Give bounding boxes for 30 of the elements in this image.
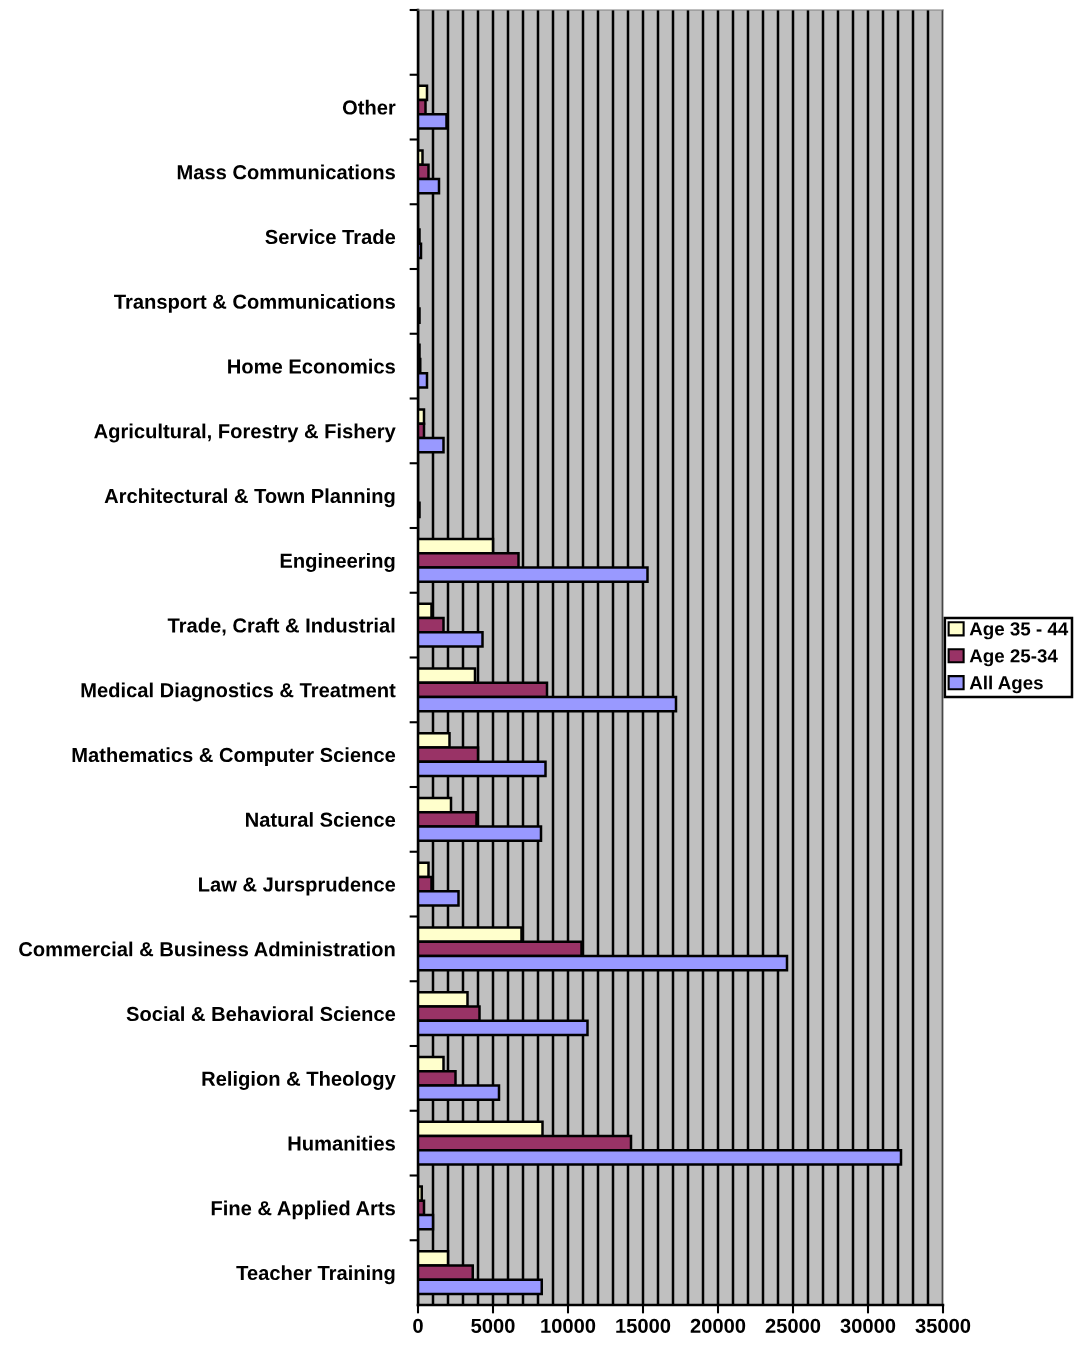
y-tick-label: Service Trade [265,229,396,245]
y-tick-label: Transport & Communications [114,294,395,313]
y-tick-label: Trade, Craft & Industrial [167,617,395,636]
y-tick-label: Law & Jursprudence [199,876,396,896]
x-tick-label: 25000 [765,1318,821,1333]
legend-label: Age 35 - 44 [969,622,1069,640]
legend-label: Age 25-34 [969,649,1058,667]
x-tick-label: 15000 [616,1318,671,1333]
x-tick-label: 0 [413,1318,423,1333]
y-tick-label: Religion & Theology [202,1071,396,1090]
x-tick-label: 20000 [690,1318,746,1333]
x-tick-label: 30000 [840,1318,896,1334]
x-tick-label: 10000 [541,1318,596,1333]
x-tick-label: 5000 [471,1318,515,1333]
x-tick-label: 35000 [915,1318,971,1334]
y-tick-label: Engineering [280,553,395,572]
y-tick-label: Social & Behavioral Science [126,1006,396,1022]
y-tick-label: Natural Science [246,812,396,827]
y-tick-label: Fine & Applied Arts [211,1200,395,1220]
y-tick-label: Medical Diagnostics & Treatment [81,682,396,702]
y-tick-label: Mathematics & Computer Science [72,747,396,767]
y-tick-label: Commercial & Business Administration [19,941,395,957]
y-tick-label: Other [342,99,396,115]
y-tick-label: Humanities [288,1135,395,1151]
y-tick-label: Home Economics [228,358,395,374]
y-tick-label: Agricultural, Forestry & Fishery [94,423,396,443]
legend-label: All Ages [969,675,1043,694]
y-tick-label: Architectural & Town Planning [104,488,395,508]
y-tick-label: Teacher Training [236,1265,395,1285]
y-tick-label: Mass Communications [177,164,395,180]
